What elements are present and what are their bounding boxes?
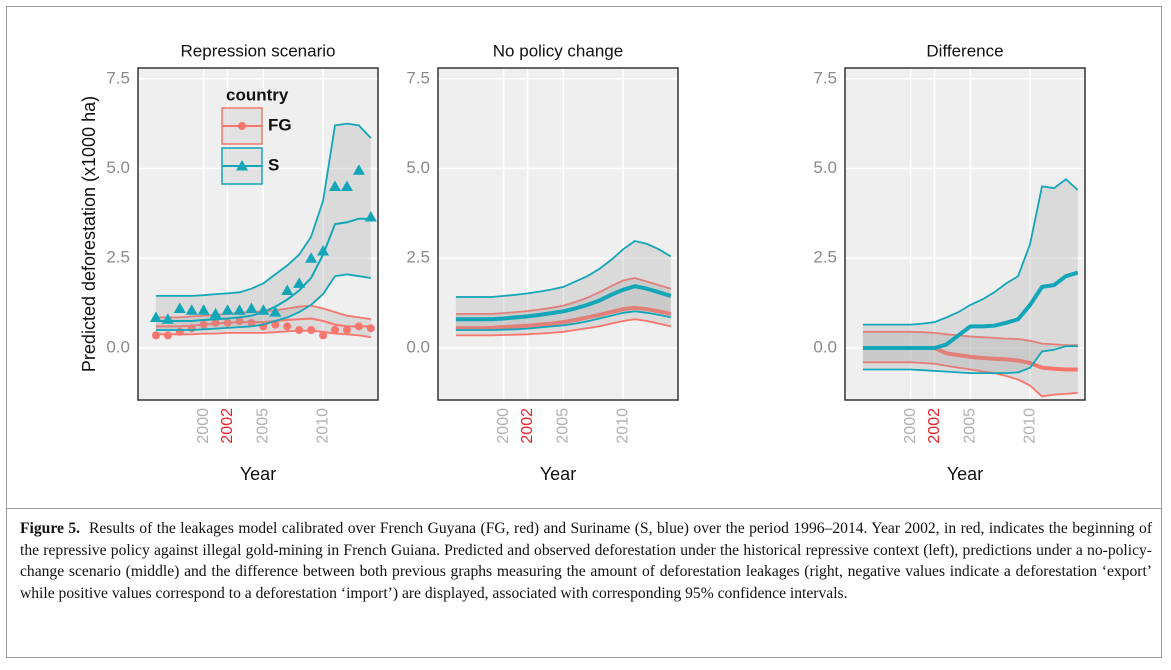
band-upper (862, 178, 1079, 326)
y-tick-label: 2.5 (813, 248, 837, 267)
y-tick-label: 0.0 (813, 337, 837, 356)
observed-point (271, 320, 280, 329)
confidence-band (155, 123, 371, 330)
caption-text: Results of the leakages model calibrated… (20, 520, 1153, 602)
y-tick-label: 7.5 (106, 68, 130, 87)
panel-background (438, 68, 678, 400)
y-tick-label: 5.0 (406, 158, 430, 177)
observed-point (199, 320, 208, 329)
legend-title: country (226, 85, 289, 104)
observed-point (197, 304, 210, 315)
observed-point (364, 210, 377, 222)
prediction-line (862, 270, 1079, 350)
x-tick-label: 2000 (195, 408, 212, 444)
legend-key-marker (238, 122, 246, 130)
observed-point (354, 322, 363, 331)
observed-point (223, 318, 232, 327)
y-tick-label: 0.0 (406, 337, 430, 356)
x-tick-label: 2000 (902, 408, 919, 444)
x-axis-label: Year (947, 464, 983, 484)
observed-point (331, 326, 340, 335)
observed-point (211, 318, 220, 327)
x-tick-label: 2010 (1021, 408, 1038, 444)
band-lower (155, 273, 371, 331)
band-lower (862, 345, 1078, 374)
y-tick-label: 2.5 (106, 248, 130, 267)
observed-point (257, 304, 270, 315)
x-tick-label: 2002 (219, 408, 236, 444)
legend-label: FG (268, 115, 292, 134)
y-tick-label: 7.5 (406, 68, 430, 87)
legend-key-marker (236, 160, 248, 171)
x-tick-label: 2002 (926, 408, 943, 444)
caption-separator (7, 508, 1161, 509)
band-lower (455, 318, 672, 337)
x-tick-label: 2005 (255, 408, 272, 444)
y-axis-label: Predicted deforestation (x1000 ha) (79, 96, 99, 372)
band-upper (155, 122, 372, 297)
observed-point (245, 302, 258, 313)
observed-point (247, 318, 256, 327)
panel-title: Difference (926, 41, 1003, 60)
y-tick-label: 5.0 (106, 158, 130, 177)
panel-border (137, 67, 379, 401)
x-tick-label: 2010 (614, 408, 631, 444)
panel-border (437, 67, 679, 401)
observed-point (319, 331, 328, 340)
observed-point (317, 245, 330, 256)
x-tick-label: 2005 (962, 408, 979, 444)
observed-point (149, 311, 162, 322)
observed-point (209, 307, 222, 319)
legend-label: S (268, 155, 279, 174)
observed-point (185, 304, 198, 315)
observed-point (342, 326, 351, 335)
y-tick-label: 5.0 (813, 158, 837, 177)
panel-title: No policy change (493, 41, 623, 60)
y-tick-label: 2.5 (406, 248, 430, 267)
x-axis-label: Year (540, 464, 576, 484)
caption: Figure 5. Results of the leakages model … (20, 518, 1152, 604)
prediction-line (455, 284, 672, 322)
observed-point (352, 164, 365, 175)
x-tick-label: 2010 (314, 408, 331, 444)
panel-title: Repression scenario (181, 41, 336, 60)
prediction-line (455, 305, 672, 331)
observed-point (233, 304, 246, 315)
x-tick-label: 2000 (495, 408, 512, 444)
observed-point (340, 180, 353, 191)
band-lower (862, 361, 1078, 398)
observed-point (366, 324, 375, 333)
observed-point (221, 304, 234, 315)
observed-point (235, 317, 244, 326)
y-tick-label: 7.5 (813, 68, 837, 87)
x-tick-label: 2002 (519, 408, 536, 444)
observed-point (269, 306, 282, 317)
confidence-band (455, 241, 671, 330)
chart: 0.0 2.5 5.0 7.5 2000 2002 2005 2010 Repression s… (79, 41, 1086, 484)
y-tick-label: 0.0 (106, 337, 130, 356)
x-axis-label: Year (240, 464, 276, 484)
band-lower (455, 310, 671, 331)
observed-point (307, 326, 316, 335)
observed-point (163, 331, 172, 340)
band-upper (862, 330, 1078, 346)
observed-point (293, 277, 306, 288)
x-tick-label: 2005 (555, 408, 572, 444)
observed-point (329, 180, 342, 191)
observed-point (173, 302, 186, 313)
caption-label: Figure 5. (20, 520, 81, 537)
observed-point (281, 284, 294, 296)
band-upper (455, 277, 672, 315)
observed-point (161, 313, 174, 324)
observed-point (305, 252, 318, 263)
panel-border (844, 67, 1086, 401)
band-upper (455, 240, 672, 298)
observed-point (151, 331, 160, 340)
observed-point (295, 326, 304, 335)
figure-frame (6, 6, 1162, 658)
observed-point (283, 322, 292, 331)
